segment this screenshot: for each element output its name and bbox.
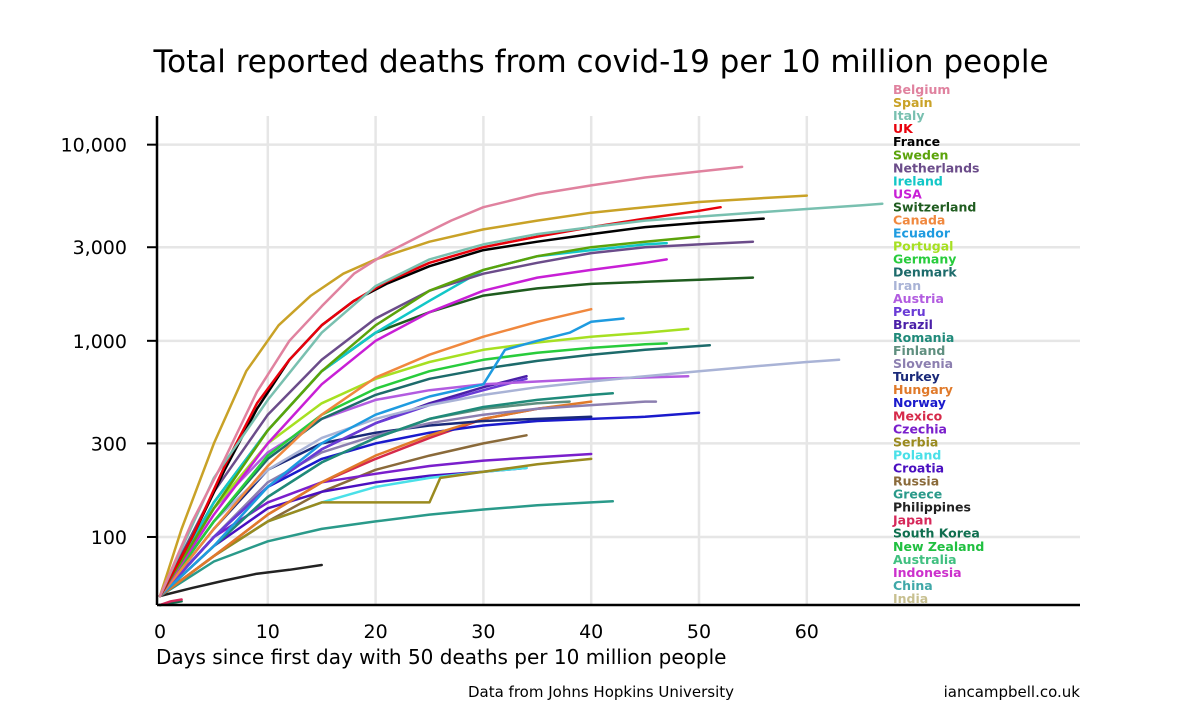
series-line-italy — [158, 202, 884, 598]
legend-entry: Switzerland — [893, 199, 976, 214]
legend-entry: Philippines — [893, 500, 971, 515]
legend: BelgiumSpainItalyUKFranceSwedenNetherlan… — [892, 82, 984, 606]
legend-entry: USA — [893, 186, 922, 201]
legend-entry: Norway — [893, 395, 946, 410]
legend-entry: Mexico — [893, 408, 943, 423]
y-tick-label: 100 — [91, 527, 127, 549]
x-tick-label: 50 — [687, 621, 711, 643]
series-line-slovenia — [158, 400, 658, 598]
legend-entry: Portugal — [893, 239, 953, 254]
series-line-austria — [158, 374, 690, 598]
series-line-germany — [158, 342, 668, 598]
ticks: 0 10 20 30 40 50 60 100 300 1,000 3,000 10,000 — [61, 135, 819, 643]
legend-entry: Netherlands — [893, 160, 979, 175]
legend-entry: Ireland — [893, 173, 943, 188]
legend-entry: Brazil — [893, 317, 933, 332]
legend-entry: Austria — [893, 291, 944, 306]
legend-entry: New Zealand — [893, 539, 984, 554]
legend-entry: Serbia — [893, 434, 938, 449]
legend-entry: Spain — [893, 95, 933, 110]
legend-entry: Peru — [893, 304, 926, 319]
series-line-usa — [158, 258, 668, 598]
legend-entry: Sweden — [893, 147, 948, 162]
x-tick-label: 30 — [471, 621, 495, 643]
legend-entry: Turkey — [893, 369, 940, 384]
axes — [155, 116, 1080, 607]
grid — [157, 116, 1080, 605]
legend-entry: Russia — [893, 474, 939, 489]
legend-entry: Ecuador — [893, 226, 951, 241]
legend-entry: China — [893, 578, 933, 593]
legend-entry: Poland — [893, 447, 941, 462]
x-axis-label: Days since first day with 50 deaths per … — [156, 645, 726, 669]
y-tick-label: 300 — [91, 433, 127, 455]
source-note: Data from Johns Hopkins University — [468, 683, 734, 701]
legend-entry: Belgium — [893, 82, 950, 97]
x-tick-label: 0 — [154, 621, 166, 643]
series-line-canada — [158, 307, 593, 598]
legend-entry: Germany — [893, 252, 956, 267]
legend-entry: Slovenia — [893, 356, 953, 371]
series-line-iran — [158, 358, 841, 598]
series-line-peru — [158, 377, 528, 598]
legend-entry: Japan — [892, 513, 932, 528]
y-tick-label: 10,000 — [61, 135, 127, 157]
series-line-ecuador — [158, 317, 625, 598]
series-line-france — [158, 217, 765, 598]
series-line-netherlands — [158, 240, 755, 598]
y-tick-label: 1,000 — [73, 331, 127, 353]
legend-entry: Greece — [893, 487, 942, 502]
series-line-belgium — [158, 165, 744, 598]
credit: iancampbell.co.uk — [944, 683, 1081, 701]
series-line-portugal — [158, 327, 690, 598]
legend-entry: Croatia — [893, 460, 944, 475]
legend-entry: Romania — [893, 330, 954, 345]
series-line-philippines — [158, 563, 323, 598]
x-tick-label: 20 — [364, 621, 388, 643]
legend-entry: Italy — [893, 108, 925, 123]
series-line-spain — [158, 194, 809, 598]
legend-entry: Iran — [893, 278, 921, 293]
series-line-serbia — [158, 457, 593, 598]
series-layer — [158, 165, 884, 607]
x-tick-label: 60 — [795, 621, 819, 643]
x-tick-label: 40 — [579, 621, 603, 643]
legend-entry: South Korea — [893, 526, 980, 541]
legend-entry: Finland — [893, 343, 945, 358]
series-line-hungary — [158, 400, 593, 598]
series-line-russia — [158, 434, 528, 598]
series-line-denmark — [158, 343, 712, 598]
legend-entry: Australia — [893, 552, 957, 567]
legend-entry: UK — [893, 121, 914, 136]
legend-entry: Czechia — [893, 421, 947, 436]
legend-entry: Hungary — [893, 382, 953, 397]
legend-entry: Indonesia — [893, 565, 962, 580]
series-line-sweden — [158, 235, 701, 598]
series-line-greece — [158, 500, 615, 598]
chart-title: Total reported deaths from covid-19 per … — [152, 44, 1048, 80]
legend-entry: India — [893, 591, 928, 606]
y-tick-label: 3,000 — [73, 237, 127, 259]
legend-entry: Denmark — [893, 265, 957, 280]
legend-entry: France — [893, 134, 940, 149]
x-tick-label: 10 — [256, 621, 280, 643]
series-line-romania — [158, 392, 615, 598]
legend-entry: Canada — [893, 213, 945, 228]
